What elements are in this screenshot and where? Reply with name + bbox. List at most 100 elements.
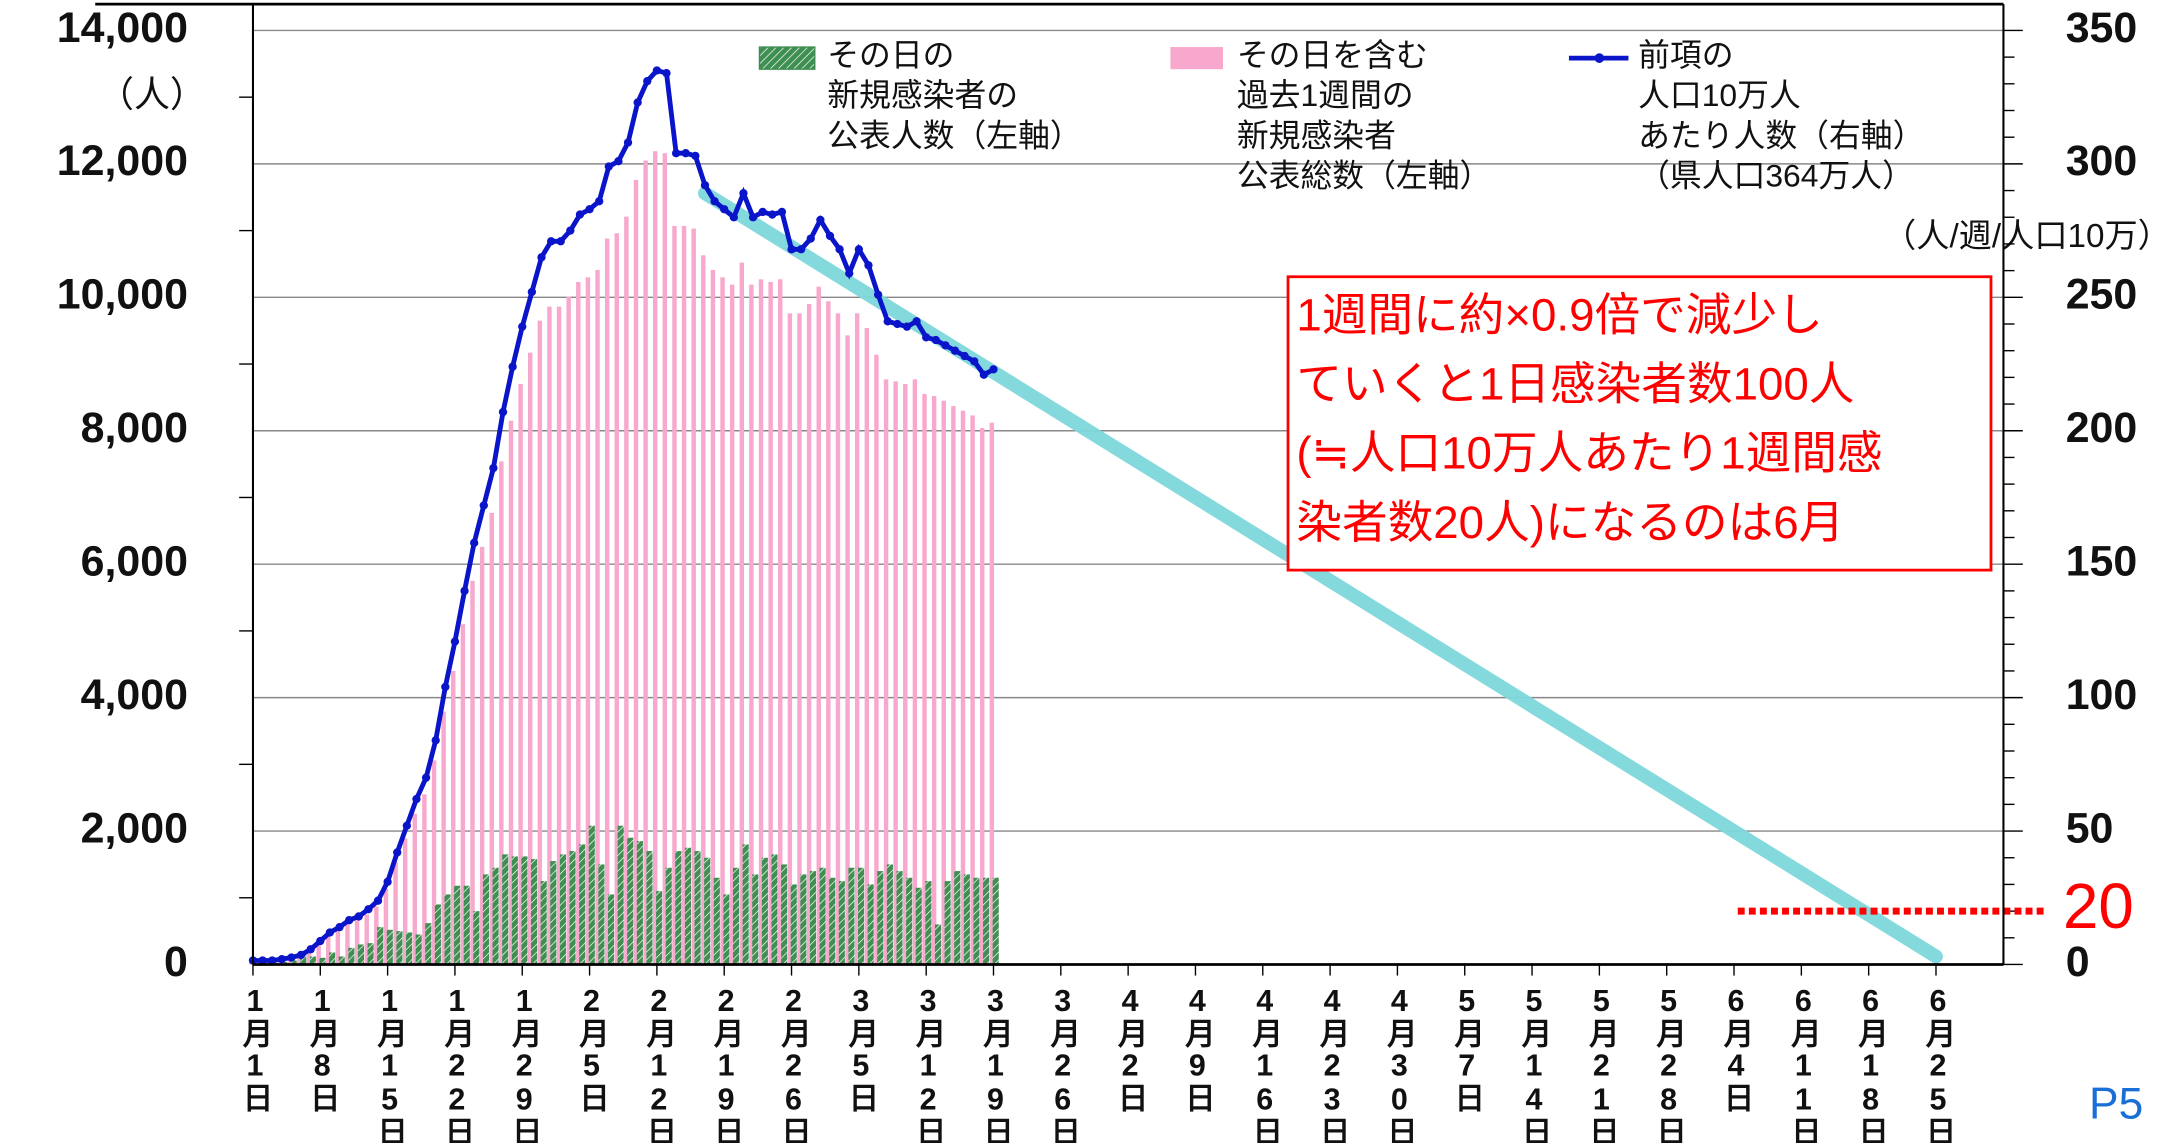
line-point bbox=[931, 335, 940, 345]
y-tick-label: 6,000 bbox=[81, 538, 188, 586]
bar bbox=[778, 279, 783, 965]
bar bbox=[499, 461, 504, 965]
line-point bbox=[700, 181, 710, 190]
bar bbox=[720, 277, 725, 965]
line-point bbox=[556, 237, 565, 246]
bar bbox=[431, 760, 437, 965]
line-point bbox=[970, 357, 979, 366]
line-point bbox=[373, 896, 383, 905]
line-point bbox=[922, 333, 931, 342]
bar bbox=[858, 867, 865, 965]
x-tick-label: 5月7日 bbox=[1450, 984, 1485, 1113]
bar bbox=[806, 303, 812, 965]
x-tick-label: 6月18日 bbox=[1854, 984, 1889, 1143]
bar bbox=[684, 847, 692, 965]
line-point bbox=[893, 319, 902, 329]
line-point bbox=[460, 586, 469, 596]
y-tick-label: 10,000 bbox=[57, 271, 188, 319]
bar bbox=[723, 894, 730, 965]
bar bbox=[617, 825, 624, 965]
line-point bbox=[748, 213, 758, 222]
bar bbox=[646, 851, 653, 965]
bar bbox=[854, 313, 860, 965]
x-tick-label: 6月25日 bbox=[1921, 984, 1956, 1143]
line-point bbox=[412, 794, 421, 804]
bar bbox=[752, 874, 759, 965]
bar bbox=[713, 877, 720, 965]
line-point bbox=[393, 848, 402, 857]
bar bbox=[694, 851, 701, 965]
line-point bbox=[854, 245, 864, 254]
bar bbox=[665, 867, 672, 965]
bar bbox=[922, 394, 927, 965]
bar bbox=[797, 313, 802, 965]
bar bbox=[672, 225, 677, 965]
bar bbox=[306, 950, 312, 965]
x-tick-label: 1月15日 bbox=[373, 984, 408, 1143]
bar bbox=[297, 955, 302, 965]
bar bbox=[348, 947, 355, 965]
x-tick-label: 1月8日 bbox=[305, 984, 340, 1113]
bar bbox=[886, 864, 893, 965]
bar bbox=[636, 841, 643, 965]
x-tick-label: 5月21日 bbox=[1584, 984, 1619, 1143]
page-label: P5 bbox=[2089, 1080, 2143, 1129]
bar bbox=[454, 885, 461, 965]
threshold-label: 20 bbox=[2063, 871, 2134, 942]
line-point bbox=[777, 207, 787, 217]
line-point bbox=[835, 245, 844, 254]
line-point bbox=[316, 936, 325, 946]
legend-label: その日の新規感染者の公表人数（左軸） bbox=[827, 38, 1082, 154]
bar bbox=[739, 262, 744, 965]
line-point bbox=[633, 98, 642, 107]
bar bbox=[588, 825, 595, 965]
bar bbox=[367, 943, 374, 965]
y2-tick-label: 300 bbox=[2066, 137, 2138, 185]
line-point bbox=[344, 916, 354, 925]
bar bbox=[787, 313, 793, 965]
bar bbox=[290, 960, 297, 965]
bar bbox=[992, 877, 999, 965]
line-point bbox=[441, 682, 450, 692]
bar bbox=[768, 281, 773, 965]
y2-tick-label: 100 bbox=[2066, 671, 2138, 719]
bar bbox=[809, 871, 817, 965]
bar bbox=[402, 838, 408, 965]
bar bbox=[531, 859, 538, 965]
bar bbox=[912, 379, 918, 965]
bar bbox=[393, 862, 398, 965]
line-point bbox=[383, 877, 392, 886]
bar bbox=[604, 238, 610, 965]
bar bbox=[319, 957, 326, 965]
bar bbox=[345, 924, 350, 965]
bar bbox=[624, 216, 629, 965]
bar bbox=[710, 269, 716, 965]
y-tick-label: 12,000 bbox=[57, 137, 188, 185]
bar bbox=[479, 546, 485, 965]
bar bbox=[451, 670, 456, 965]
bar bbox=[771, 854, 778, 965]
bar bbox=[826, 301, 831, 965]
y2-tick-label: 50 bbox=[2066, 804, 2114, 852]
bar bbox=[643, 160, 648, 965]
bar bbox=[934, 924, 942, 965]
bar bbox=[508, 420, 514, 965]
legend-swatch bbox=[1170, 47, 1223, 70]
bar bbox=[973, 877, 980, 965]
bar bbox=[758, 279, 764, 965]
bar bbox=[547, 306, 552, 965]
bar bbox=[983, 877, 990, 965]
line-point bbox=[537, 253, 546, 262]
bar bbox=[492, 867, 499, 965]
annotation-box bbox=[1286, 275, 1993, 572]
y-tick-label: 0 bbox=[164, 938, 188, 986]
bar bbox=[925, 881, 932, 965]
bar bbox=[595, 269, 600, 965]
line-point bbox=[662, 68, 671, 78]
bar bbox=[576, 281, 581, 965]
y-tick-label: 14,000 bbox=[57, 4, 188, 52]
y2-tick-label: 250 bbox=[2066, 271, 2138, 319]
bar bbox=[877, 871, 884, 965]
bar bbox=[614, 233, 619, 965]
y-tick-label: 2,000 bbox=[81, 804, 188, 852]
